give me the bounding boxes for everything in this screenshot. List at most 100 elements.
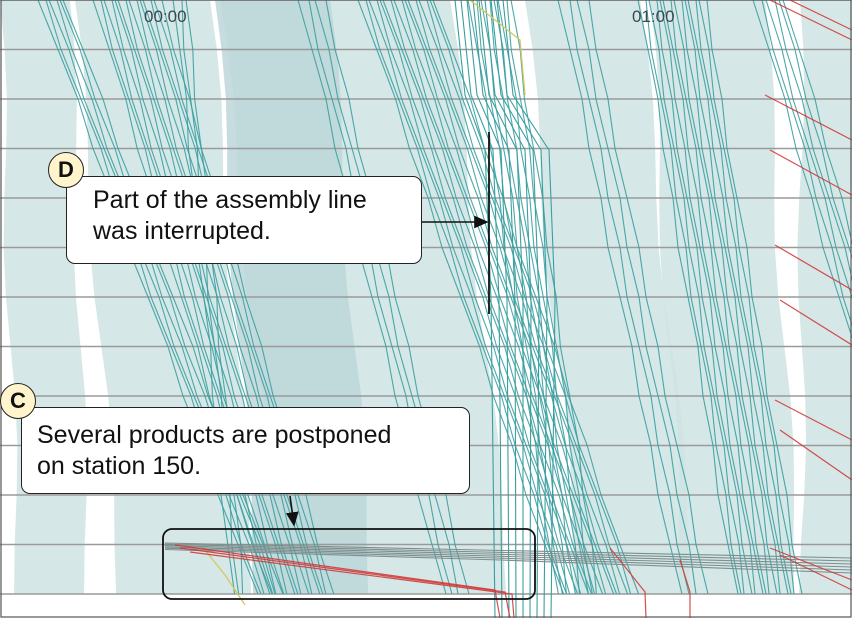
delayed-product-line bbox=[769, 149, 852, 196]
product-flow-line bbox=[588, 0, 709, 595]
product-flow-line bbox=[706, 0, 803, 595]
product-flow-line bbox=[128, 0, 302, 595]
time-tick-label: 01:00 bbox=[632, 7, 675, 26]
postponed-product-line bbox=[164, 542, 852, 559]
product-flow-line bbox=[460, 0, 503, 618]
product-flow-line bbox=[467, 0, 559, 595]
product-flow-line bbox=[670, 0, 767, 595]
product-flow-line bbox=[415, 0, 618, 595]
delayed-product-line bbox=[189, 551, 515, 618]
product-flow-line bbox=[368, 0, 571, 595]
postponed-product-line bbox=[164, 546, 852, 568]
product-flow-line bbox=[48, 0, 265, 595]
product-flow-line bbox=[765, 0, 852, 300]
annotation-d-callout: Part of the assembly line was interrupte… bbox=[66, 176, 422, 264]
product-flow-line bbox=[466, 0, 510, 618]
product-flow-line bbox=[382, 0, 590, 595]
product-flow-line bbox=[308, 0, 453, 595]
product-flow-line bbox=[698, 0, 795, 595]
product-flow-line bbox=[645, 0, 742, 595]
product-flow-line bbox=[426, 0, 629, 595]
product-flow-line bbox=[139, 0, 313, 595]
product-flow-line bbox=[687, 0, 789, 595]
product-flow-line bbox=[100, 0, 274, 595]
product-flow-line bbox=[429, 0, 632, 595]
product-flow-line bbox=[172, 0, 236, 595]
annotation-d-line-1: Part of the assembly line bbox=[93, 186, 367, 214]
product-flow-line bbox=[62, 0, 284, 595]
product-flow-line bbox=[103, 0, 277, 595]
product-flow-line bbox=[92, 0, 271, 595]
product-flow-line bbox=[648, 0, 745, 595]
product-flow-line bbox=[432, 0, 640, 595]
annotation-c-badge: C bbox=[0, 383, 36, 419]
postponed-products-box bbox=[162, 528, 536, 600]
delayed-product-line bbox=[774, 244, 852, 291]
product-flow-line bbox=[752, 0, 852, 340]
product-flow-line bbox=[111, 0, 285, 595]
product-flow-line bbox=[502, 0, 556, 618]
product-flow-line bbox=[476, 0, 563, 595]
product-flow-line bbox=[454, 0, 496, 618]
annotation-d-badge: D bbox=[48, 152, 84, 188]
delayed-product-line bbox=[174, 544, 501, 618]
product-flow-line bbox=[407, 0, 615, 595]
product-flow-line bbox=[325, 0, 470, 595]
postponed-product-line bbox=[164, 543, 852, 562]
product-flow-line bbox=[673, 0, 770, 595]
product-flow-line bbox=[125, 0, 299, 595]
product-flow-line bbox=[45, 0, 262, 595]
delayed-product-line bbox=[774, 399, 852, 441]
station-lines bbox=[0, 0, 852, 595]
product-flow-line bbox=[695, 0, 792, 595]
product-flow-line bbox=[681, 0, 778, 595]
product-flow-line bbox=[557, 0, 683, 595]
product-flow-line bbox=[510, 0, 597, 595]
product-flow-line bbox=[484, 0, 532, 618]
delayed-product-line bbox=[779, 299, 852, 346]
annotation-c-line-2: on station 150. bbox=[37, 452, 202, 480]
product-flow-line bbox=[490, 0, 540, 618]
delayed-product-line bbox=[179, 547, 511, 618]
delayed-product-line bbox=[609, 547, 647, 618]
arrow-c bbox=[285, 495, 299, 527]
product-flow-line bbox=[659, 0, 756, 595]
product-flow-line bbox=[181, 0, 240, 595]
product-flow-line bbox=[478, 0, 524, 618]
postponed-product-line bbox=[164, 545, 852, 565]
product-flow-line bbox=[59, 0, 276, 595]
product-flow-line bbox=[357, 0, 565, 595]
product-flow-line bbox=[497, 0, 589, 595]
delayed-product-line bbox=[679, 559, 691, 618]
annotation-c-callout: Several products are postponed on statio… bbox=[21, 407, 470, 494]
product-flow-line bbox=[37, 0, 259, 595]
product-flow-line bbox=[314, 0, 459, 595]
product-flow-line bbox=[404, 0, 607, 595]
product-flow-lines bbox=[37, 0, 852, 618]
product-flow-line bbox=[185, 0, 244, 595]
delayed-product-line bbox=[769, 0, 852, 41]
product-flow-line bbox=[117, 0, 296, 595]
postponed-product-line bbox=[164, 548, 852, 574]
delayed-product-line bbox=[764, 94, 852, 141]
delayed-product-line bbox=[789, 0, 852, 31]
time-axis: 00:00 01:00 bbox=[144, 7, 675, 26]
product-flow-line bbox=[782, 0, 852, 246]
product-flow-line bbox=[297, 0, 447, 595]
highlighted-flow-line bbox=[469, 0, 526, 96]
product-flow-line bbox=[761, 0, 852, 327]
product-flow-line bbox=[684, 0, 781, 595]
product-flow-line bbox=[136, 0, 310, 595]
delayed-product-line bbox=[779, 554, 852, 591]
annotation-c-line-1: Several products are postponed bbox=[37, 421, 392, 449]
product-flow-line bbox=[150, 0, 324, 595]
product-flow-line bbox=[142, 0, 321, 595]
product-flow-line bbox=[778, 0, 852, 259]
product-flow-line bbox=[496, 0, 548, 618]
product-flow-line bbox=[379, 0, 582, 595]
product-flow-line bbox=[656, 0, 753, 595]
delayed-product-line bbox=[779, 429, 852, 481]
product-flow-line bbox=[774, 0, 852, 282]
